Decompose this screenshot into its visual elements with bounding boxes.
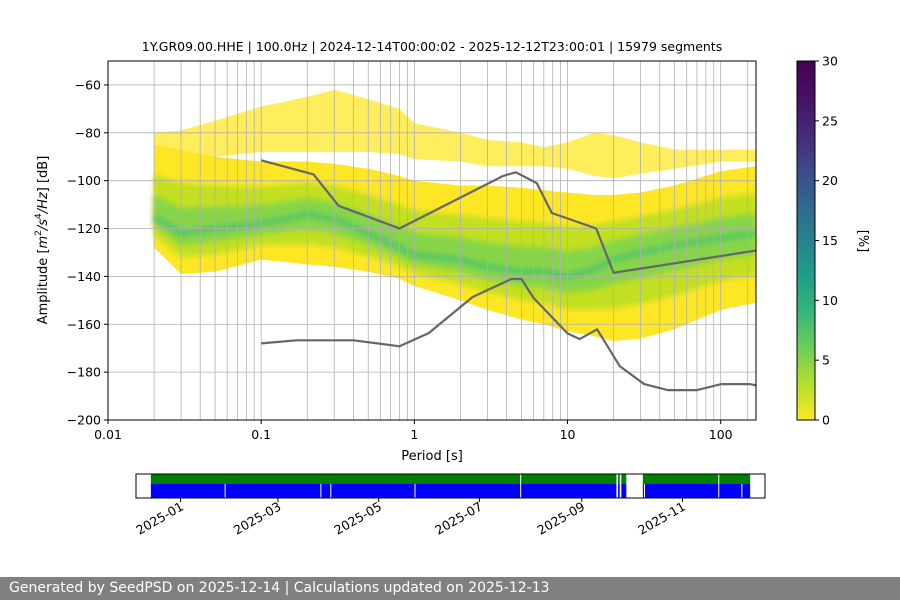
y-tick-label: −80 — [75, 125, 101, 140]
y-axis-label: Amplitude [m2/s4/Hz] [dB] — [34, 156, 51, 325]
x-grid — [153, 61, 749, 420]
colorbar: 0 5 10 15 20 25 30 [%] — [796, 54, 870, 428]
x-tick-label: 0.1 — [251, 427, 271, 442]
outlier-band — [154, 89, 756, 179]
density-heatmap — [152, 89, 756, 341]
plot-frame — [107, 60, 757, 421]
y-axis-ticks: −200 −180 −160 −140 −120 −100 −80 −60 — [67, 77, 108, 428]
timeline-data-segment — [618, 484, 620, 498]
density-mode — [152, 211, 756, 279]
colorbar-tick-label: 5 — [822, 353, 830, 368]
colorbar-tick-label: 0 — [822, 413, 830, 428]
timeline-frame — [135, 473, 766, 499]
colorbar-tick-label: 25 — [822, 113, 838, 128]
y-tick-label: −100 — [67, 173, 101, 188]
x-tick-label: 10 — [560, 427, 576, 442]
density-high — [154, 195, 756, 293]
timeline-data-segment — [642, 484, 751, 498]
timeline-tick-label: 2025-11 — [635, 499, 688, 538]
colorbar-tick-label: 10 — [822, 293, 838, 308]
x-tick-label: 0.01 — [94, 427, 122, 442]
timeline-valid-segment — [642, 474, 751, 484]
timeline-valid-segment — [150, 474, 617, 484]
curve-nhnm — [260, 159, 756, 274]
y-tick-label: −120 — [67, 221, 101, 236]
colorbar-label: [%] — [855, 230, 870, 253]
timeline-tick-label: 2025-09 — [535, 499, 588, 538]
timeline-valid-segment — [621, 474, 627, 484]
y-tick-label: −160 — [67, 317, 101, 332]
timeline-valid-segment — [618, 474, 620, 484]
y-tick-label: −180 — [67, 365, 101, 380]
colorbar-tick-label: 20 — [822, 173, 838, 188]
noise-model-curves — [260, 159, 756, 392]
footer-text: Generated by SeedPSD on 2025-12-14 | Cal… — [9, 580, 550, 596]
colorbar-gradient — [796, 60, 816, 421]
y-tick-label: −60 — [75, 77, 101, 92]
curve-nlnm — [261, 277, 756, 392]
x-axis-label: Period [s] — [401, 449, 463, 464]
x-axis-ticks: 0.01 0.1 1 10 100 — [94, 420, 733, 442]
timeline-ticks: 2025-01 2025-03 2025-05 2025-07 2025-09 2025-… — [133, 498, 688, 538]
timeline-chart: 2025-01 2025-03 2025-05 2025-07 2025-09 2025-… — [133, 473, 766, 538]
chart-title: 1Y.GR09.00.HHE | 100.0Hz | 2024-12-14T00… — [142, 39, 722, 54]
x-tick-label: 1 — [410, 427, 418, 442]
x-tick-label: 100 — [709, 427, 733, 442]
psd-plot: 0.01 0.1 1 10 100 −200 −180 −160 −140 −120 −100 −8… — [34, 60, 757, 464]
footer-bar: Generated by SeedPSD on 2025-12-14 | Cal… — [0, 577, 900, 600]
timeline-bars — [150, 474, 751, 498]
timeline-data-segment — [150, 484, 617, 498]
timeline-data-segment — [621, 484, 627, 498]
y-tick-label: −140 — [67, 269, 101, 284]
timeline-tick-label: 2025-05 — [331, 499, 384, 538]
timeline-tick-label: 2025-07 — [432, 499, 485, 538]
timeline-tick-label: 2025-03 — [231, 499, 284, 538]
y-tick-label: −200 — [67, 413, 101, 428]
colorbar-ticks: 0 5 10 15 20 25 30 — [815, 54, 838, 428]
colorbar-tick-label: 15 — [822, 233, 838, 248]
figure: 1Y.GR09.00.HHE | 100.0Hz | 2024-12-14T00… — [34, 39, 870, 538]
colorbar-tick-label: 30 — [822, 54, 838, 69]
timeline-tick-label: 2025-01 — [133, 499, 186, 538]
